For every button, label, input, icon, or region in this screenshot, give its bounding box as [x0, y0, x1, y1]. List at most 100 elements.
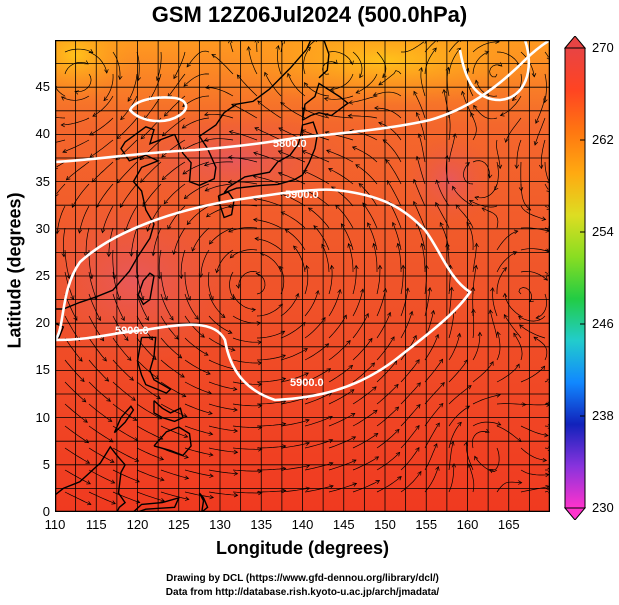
- streamline: [208, 293, 226, 318]
- streamline-arrowhead: [119, 203, 124, 209]
- streamline: [424, 40, 437, 53]
- streamline: [208, 469, 238, 475]
- streamline-arrowhead: [163, 199, 169, 205]
- contour-label-5900-north: 5900.0: [285, 189, 319, 201]
- streamline-arrowhead: [169, 315, 174, 321]
- streamline-arrowhead: [110, 479, 116, 484]
- height-contours: [55, 40, 550, 402]
- streamline: [385, 159, 402, 185]
- streamline-arrowhead: [302, 170, 308, 175]
- streamline-arrowhead: [133, 437, 139, 442]
- streamline-arrowhead: [77, 229, 83, 234]
- streamline-arrowhead: [305, 418, 310, 424]
- streamline-arrowhead: [348, 364, 354, 370]
- streamline-arrowhead: [80, 377, 85, 383]
- streamline-arrowhead: [92, 112, 97, 117]
- streamline: [448, 385, 472, 405]
- wind-streamlines: [55, 40, 550, 506]
- streamline: [161, 139, 186, 158]
- streamline: [64, 61, 89, 75]
- streamline: [328, 365, 353, 383]
- coast-sakhalin: [318, 40, 330, 79]
- streamline-arrowhead: [108, 438, 114, 443]
- streamline-arrowhead: [228, 40, 233, 44]
- streamline-arrowhead: [178, 274, 184, 280]
- streamline-arrowhead: [156, 395, 162, 400]
- streamline-arrowhead: [277, 150, 283, 155]
- streamline-arrowhead: [182, 170, 188, 175]
- streamline-arrowhead: [194, 315, 199, 320]
- streamline: [416, 112, 426, 141]
- streamline: [232, 425, 262, 428]
- streamline-arrowhead: [496, 421, 502, 426]
- streamline-arrowhead: [109, 458, 115, 463]
- streamline-arrowhead: [163, 296, 168, 301]
- streamline-arrowhead: [204, 187, 210, 192]
- streamline-arrowhead: [451, 185, 456, 191]
- streamline: [257, 490, 286, 493]
- streamline: [253, 175, 282, 185]
- streamline: [472, 287, 474, 317]
- streamline: [162, 117, 186, 137]
- streamline: [228, 156, 258, 163]
- streamline-arrowhead: [471, 308, 476, 313]
- streamline-arrowhead: [346, 340, 351, 345]
- streamline-arrowhead: [227, 155, 233, 160]
- streamline-arrowhead: [497, 62, 503, 67]
- streamline-arrowhead: [293, 245, 298, 250]
- streamline: [64, 249, 70, 279]
- streamline-arrowhead: [83, 418, 88, 423]
- streamline-arrowhead: [230, 295, 235, 300]
- streamline-arrowhead: [465, 405, 471, 410]
- coast-sulawesi: [132, 496, 181, 512]
- streamline: [472, 160, 491, 178]
- streamline-arrowhead: [490, 287, 495, 292]
- streamline: [503, 314, 522, 339]
- streamline-arrowhead: [323, 96, 329, 102]
- streamline-arrowhead: [394, 406, 400, 411]
- streamline-arrowhead: [372, 386, 377, 391]
- streamline: [387, 180, 402, 207]
- longitude-tick-label: 125: [167, 517, 190, 532]
- streamline: [520, 270, 548, 281]
- streamline: [279, 266, 285, 295]
- streamline: [91, 161, 114, 183]
- streamline-arrowhead: [347, 243, 352, 248]
- streamline: [481, 207, 499, 229]
- streamline: [257, 423, 286, 427]
- streamline-arrowhead: [347, 113, 353, 119]
- streamline-arrowhead: [252, 217, 258, 222]
- streamline-arrowhead: [397, 475, 402, 481]
- streamline: [88, 425, 114, 443]
- streamline: [352, 362, 375, 383]
- streamline: [424, 443, 438, 471]
- streamline-arrowhead: [106, 397, 111, 402]
- streamline-arrowhead: [430, 309, 436, 315]
- streamline-arrowhead: [387, 311, 392, 317]
- streamline-arrowhead: [208, 452, 214, 457]
- streamline-arrowhead: [233, 471, 239, 476]
- streamline: [330, 73, 354, 90]
- streamline: [64, 359, 85, 382]
- streamline-arrowhead: [227, 179, 233, 185]
- streamline: [280, 42, 284, 53]
- streamline: [468, 463, 475, 493]
- longitude-tick-label: 145: [332, 517, 355, 532]
- streamline: [445, 155, 450, 185]
- streamline: [280, 372, 309, 383]
- streamline: [112, 51, 121, 80]
- streamline: [304, 416, 333, 427]
- streamline: [496, 481, 522, 493]
- streamline: [130, 227, 138, 257]
- streamline: [472, 309, 475, 339]
- streamline: [534, 117, 546, 146]
- streamline-arrowhead: [474, 242, 479, 248]
- streamline-arrowhead: [449, 286, 454, 292]
- streamline: [544, 183, 549, 190]
- streamline-arrowhead: [134, 274, 140, 280]
- streamline: [184, 425, 213, 435]
- streamline: [216, 249, 234, 273]
- streamline: [136, 381, 161, 400]
- streamline: [328, 168, 354, 185]
- streamline: [465, 442, 474, 471]
